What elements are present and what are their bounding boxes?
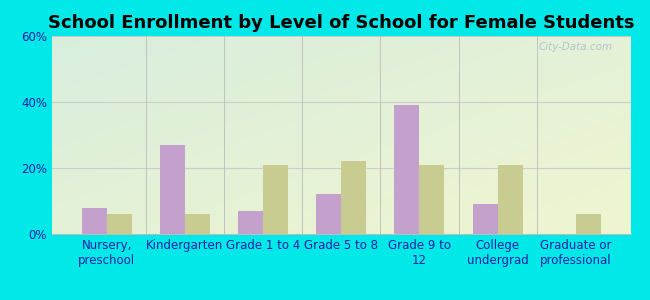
Bar — [576, 214, 601, 234]
Bar — [107, 214, 132, 234]
Title: School Enrollment by Level of School for Female Students: School Enrollment by Level of School for… — [48, 14, 634, 32]
Bar — [160, 145, 185, 234]
Bar — [473, 204, 498, 234]
Bar — [498, 165, 523, 234]
Bar — [317, 194, 341, 234]
Bar — [341, 161, 366, 234]
Bar — [82, 208, 107, 234]
Bar — [238, 211, 263, 234]
Bar — [263, 165, 288, 234]
Bar — [395, 105, 419, 234]
Text: City-Data.com: City-Data.com — [539, 42, 613, 52]
Bar — [185, 214, 210, 234]
Bar — [419, 165, 445, 234]
